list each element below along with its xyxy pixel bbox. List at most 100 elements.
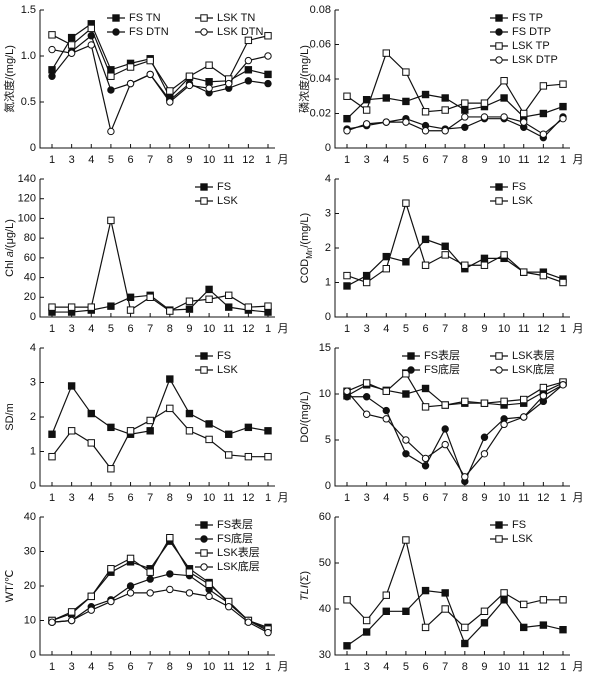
x-tick-label: 10 xyxy=(498,154,510,166)
marker xyxy=(185,297,194,305)
marker xyxy=(402,97,410,106)
x-tick-label: 1 xyxy=(265,154,271,166)
x-tick-label: 1 xyxy=(344,154,350,166)
marker xyxy=(461,261,469,269)
marker xyxy=(126,79,135,88)
marker xyxy=(126,427,135,435)
marker xyxy=(48,452,56,461)
y-tick-label: 2 xyxy=(30,411,36,423)
x-tick-label: 10 xyxy=(498,323,510,335)
x-tick-label: 4 xyxy=(383,492,389,504)
y-axis-label: TLI(Σ) xyxy=(299,571,311,601)
marker xyxy=(107,565,115,573)
x-tick-label: 4 xyxy=(383,661,389,673)
marker xyxy=(500,94,508,102)
x-tick-label: 11 xyxy=(518,492,529,504)
x-tick-label: 1 xyxy=(560,323,566,335)
legend-label: LSK TN xyxy=(217,12,255,24)
marker xyxy=(67,616,76,625)
x-tick-label: 1 xyxy=(344,661,350,673)
marker xyxy=(343,642,351,650)
legend-label: LSK底层 xyxy=(512,362,555,376)
x-tick-label: 3 xyxy=(364,661,370,673)
marker xyxy=(421,623,430,632)
marker xyxy=(225,79,233,88)
marker xyxy=(382,607,390,615)
y-tick-label: 4 xyxy=(325,173,331,185)
marker xyxy=(107,86,115,94)
marker xyxy=(343,271,351,280)
marker xyxy=(146,56,154,65)
x-tick-label: 10 xyxy=(203,492,215,504)
marker xyxy=(107,127,115,136)
x-tick-label: 9 xyxy=(481,323,487,335)
x-axis-label: 月 xyxy=(573,154,584,166)
x-tick-label: 11 xyxy=(518,323,529,335)
marker xyxy=(362,106,371,114)
marker xyxy=(480,261,489,269)
marker xyxy=(500,397,508,406)
legend-label: LSK xyxy=(217,364,238,376)
x-tick-label: 12 xyxy=(537,154,549,166)
marker xyxy=(107,465,115,473)
series-line xyxy=(52,288,269,313)
marker xyxy=(402,450,410,458)
marker xyxy=(421,454,430,463)
x-tick-label: 9 xyxy=(186,661,192,673)
marker xyxy=(480,433,489,441)
marker xyxy=(107,302,115,310)
marker xyxy=(461,106,469,114)
y-axis-label: CODMn/(mg/L) xyxy=(299,213,314,283)
y-tick-label: 0.04 xyxy=(310,73,331,85)
marker xyxy=(67,49,76,57)
x-tick-label: 8 xyxy=(462,154,468,166)
marker xyxy=(166,98,174,106)
marker xyxy=(166,585,174,594)
marker xyxy=(520,118,528,126)
legend-label: FS底层 xyxy=(217,531,253,545)
x-tick-label: 8 xyxy=(462,323,468,335)
legend-label: LSK底层 xyxy=(217,559,260,573)
marker xyxy=(166,570,174,578)
marker xyxy=(205,435,213,444)
marker xyxy=(500,596,508,604)
marker xyxy=(480,399,489,407)
legend-marker xyxy=(200,28,208,36)
y-tick-label: 0.5 xyxy=(21,96,36,108)
x-tick-label: 12 xyxy=(537,323,549,335)
x-tick-label: 3 xyxy=(69,154,75,166)
legend-marker xyxy=(495,535,503,543)
marker xyxy=(244,66,253,74)
series-line xyxy=(347,384,564,483)
marker xyxy=(461,473,469,481)
marker xyxy=(441,589,449,597)
legend-label: FS xyxy=(217,350,231,362)
legend-marker xyxy=(495,28,503,36)
marker xyxy=(539,392,548,400)
marker xyxy=(146,70,154,79)
marker xyxy=(480,607,489,615)
x-tick-label: 5 xyxy=(403,661,409,673)
marker xyxy=(146,575,154,583)
marker xyxy=(264,452,272,461)
marker xyxy=(421,90,430,99)
marker xyxy=(107,72,115,80)
legend-marker xyxy=(495,521,503,529)
x-tick-label: 7 xyxy=(442,323,448,335)
legend-marker xyxy=(200,521,208,529)
legend-label: LSK xyxy=(512,533,533,545)
marker xyxy=(362,278,371,287)
y-tick-label: 3 xyxy=(30,376,36,388)
marker xyxy=(461,99,469,107)
marker xyxy=(362,271,371,280)
x-tick-label: 4 xyxy=(88,323,94,335)
marker xyxy=(48,45,56,54)
legend-label: LSK表层 xyxy=(217,545,260,559)
x-tick-label: 1 xyxy=(49,323,55,335)
marker xyxy=(421,384,430,393)
marker xyxy=(126,63,135,71)
x-tick-label: 11 xyxy=(223,154,234,166)
marker xyxy=(559,114,567,123)
